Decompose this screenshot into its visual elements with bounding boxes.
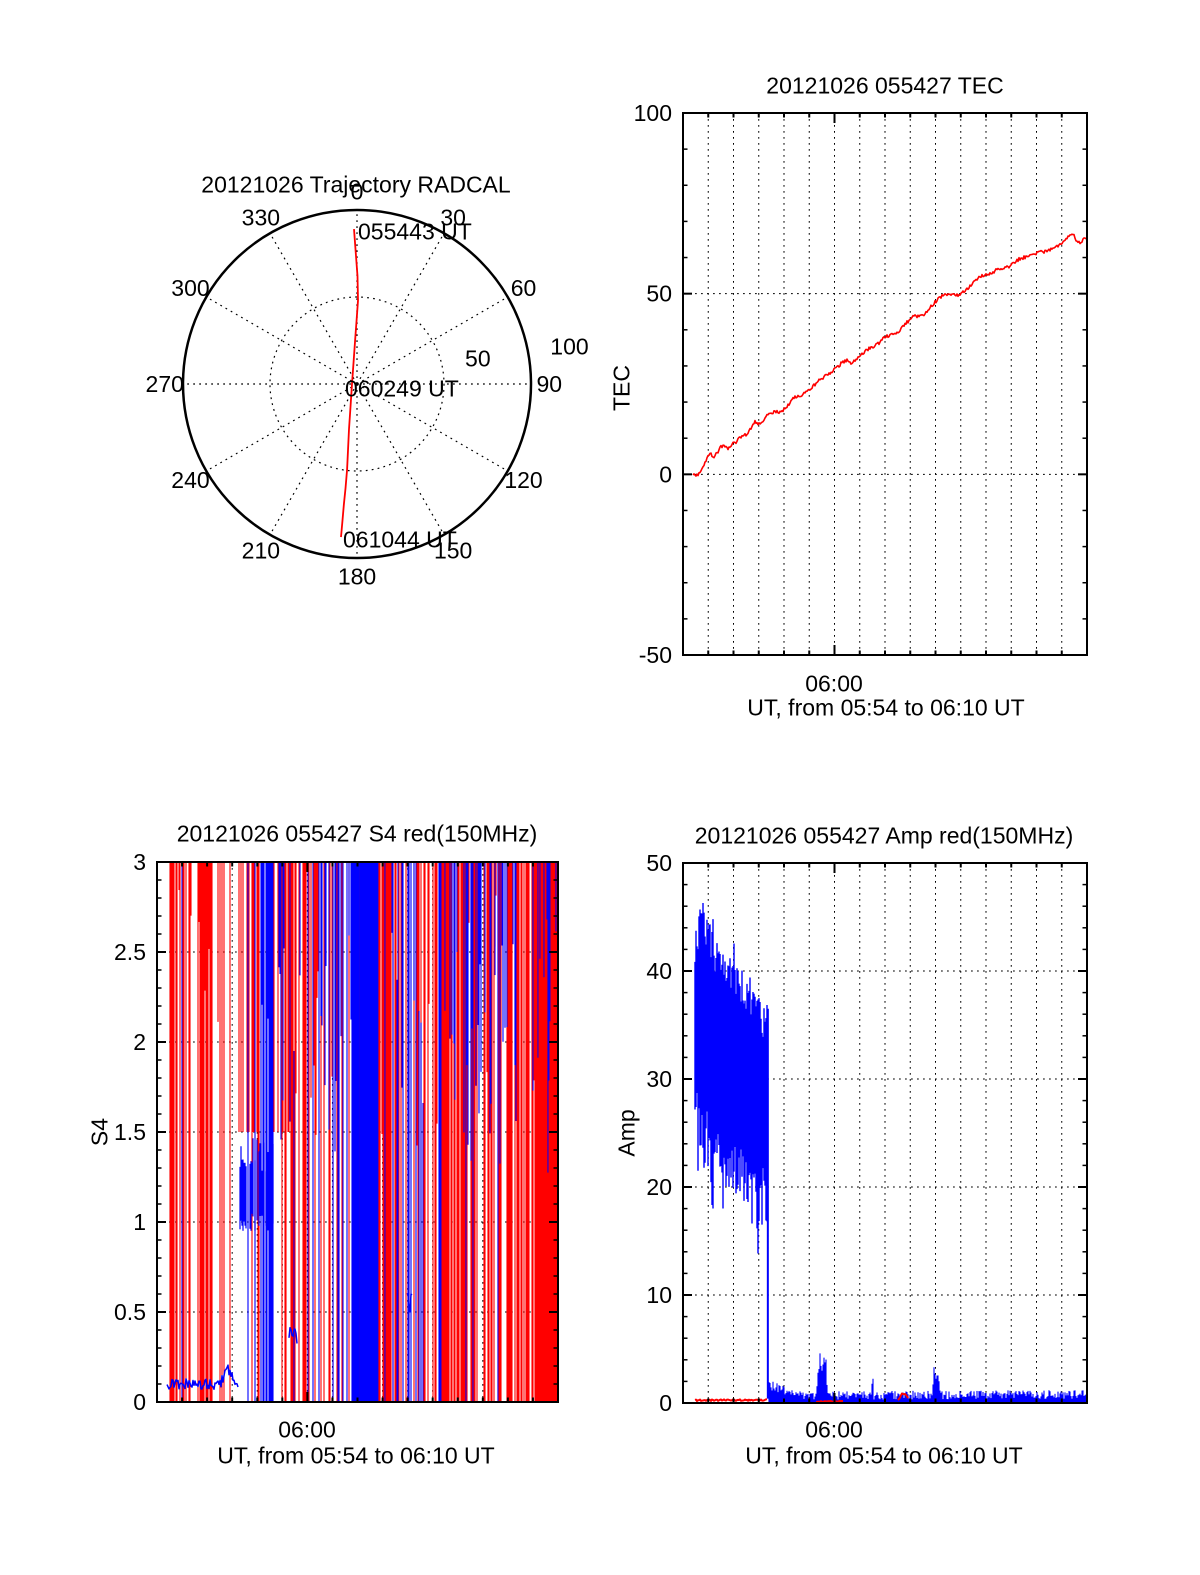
polar-azimuth-label: 300: [171, 275, 209, 301]
s4-xlabel: UT, from 05:54 to 06:10 UT: [217, 1442, 495, 1469]
amp-xlabel: UT, from 05:54 to 06:10 UT: [745, 1442, 1023, 1469]
amp-title: 20121026 055427 Amp red(150MHz): [694, 822, 1074, 849]
amp-plot: 50 40 30 20 10 0: [646, 850, 1088, 1416]
polar-grid: [183, 210, 531, 558]
polar-azimuth-labels: 0 30 60 90 120 150 180 210 240 270 300 330: [146, 179, 563, 590]
polar-azimuth-label: 270: [146, 371, 184, 397]
y-tick-label: 40: [646, 958, 672, 984]
amp-axes: [682, 862, 1088, 1404]
y-tick-label: 100: [634, 100, 672, 126]
polar-plot-trajectory: 0 30 60 90 120 150 180 210 240 270 300 330 50 100: [146, 179, 589, 590]
polar-azimuth-label: 0: [351, 179, 364, 205]
polar-azimuth-label: 330: [242, 204, 280, 230]
amp-ytick-labels: 50 40 30 20 10 0: [646, 850, 672, 1416]
s4-features: [166, 1138, 413, 1390]
polar-outer-ring: [181, 208, 533, 560]
tec-grid: [683, 113, 1087, 655]
s4-plot: 3 2.5 2 1.5 1 0.5 0: [114, 849, 559, 1415]
polar-annotation-start-time: 055443 UT: [358, 218, 472, 245]
tec-ylabel: TEC: [608, 365, 635, 411]
polar-azimuth-label: 180: [338, 563, 376, 589]
y-tick-label: 0: [659, 1390, 672, 1416]
y-tick-label: 2.5: [114, 939, 146, 965]
polar-azimuth-label: 120: [504, 467, 542, 493]
polar-azimuth-label: 60: [511, 275, 537, 301]
y-tick-label: 10: [646, 1282, 672, 1308]
s4-ytick-labels: 3 2.5 2 1.5 1 0.5 0: [114, 849, 146, 1415]
y-tick-label: 50: [646, 850, 672, 876]
tec-plot: 100 50 0 -50: [634, 100, 1088, 668]
polar-radial-label: 100: [550, 334, 588, 360]
polar-title: 20121026 Trajectory RADCAL: [201, 171, 511, 198]
tec-series-line: [692, 233, 1086, 477]
tec-ytick-labels: 100 50 0 -50: [634, 100, 672, 668]
y-tick-label: 1: [133, 1209, 146, 1235]
y-tick-label: 2: [133, 1029, 146, 1055]
y-tick-label: 1.5: [114, 1119, 146, 1145]
polar-radial-label: 50: [465, 345, 491, 371]
y-tick-label: 3: [133, 849, 146, 875]
polar-azimuth-label: 150: [434, 538, 472, 564]
polar-trajectory-line: [340, 229, 359, 538]
tec-title: 20121026 055427 TEC: [766, 72, 1004, 99]
polar-radial-labels: 50 100: [465, 334, 589, 372]
y-tick-label: 0: [133, 1389, 146, 1415]
y-tick-label: 0: [659, 461, 672, 487]
polar-annotation-end-time: 061044 UT: [343, 526, 457, 553]
polar-azimuth-label: 90: [536, 371, 562, 397]
amp-noise-band: [694, 903, 1086, 1402]
tec-xtick-label: 06:00: [805, 670, 863, 697]
y-tick-label: 30: [646, 1066, 672, 1092]
s4-bars: [169, 863, 557, 1401]
amp-ylabel: Amp: [613, 1109, 640, 1157]
amp-red-line: [694, 1392, 909, 1402]
s4-axes: [156, 861, 559, 1403]
tec-axes: [682, 112, 1088, 656]
y-tick-label: 50: [646, 281, 672, 307]
y-tick-label: 20: [646, 1174, 672, 1200]
polar-azimuth-label: 240: [171, 467, 209, 493]
y-tick-label: -50: [639, 642, 672, 668]
amp-xtick-label: 06:00: [805, 1416, 863, 1443]
polar-azimuth-label: 210: [242, 538, 280, 564]
s4-ylabel: S4: [86, 1117, 113, 1147]
s4-xtick-label: 06:00: [278, 1416, 336, 1443]
polar-annotation-mid-time: 060249 UT: [345, 375, 459, 402]
tec-xlabel: UT, from 05:54 to 06:10 UT: [747, 694, 1025, 721]
y-tick-label: 0.5: [114, 1299, 146, 1325]
s4-title: 20121026 055427 S4 red(150MHz): [176, 820, 538, 847]
polar-azimuth-label: 30: [440, 204, 466, 230]
